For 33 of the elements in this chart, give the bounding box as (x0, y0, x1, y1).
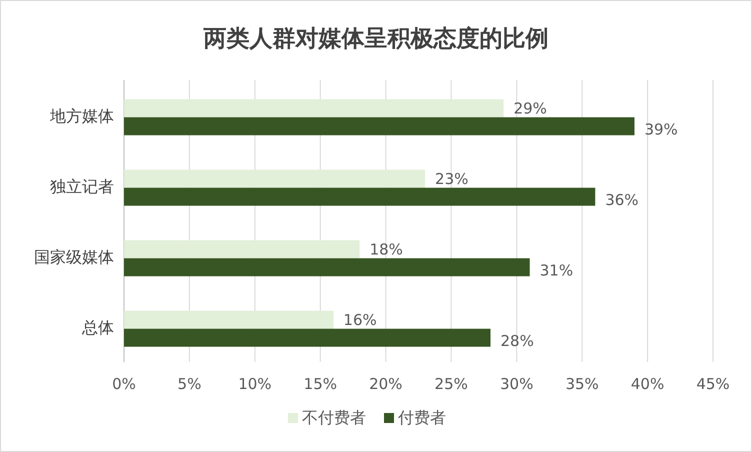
bar (124, 258, 530, 276)
data-label: 31% (540, 261, 574, 280)
data-label: 29% (514, 99, 547, 118)
y-tick-label: 国家级媒体 (34, 247, 114, 266)
legend-label: 不付费者 (302, 408, 366, 427)
x-tick-label: 10% (238, 375, 272, 393)
x-tick-label: 35% (565, 375, 599, 393)
data-label: 18% (370, 240, 403, 258)
bar (124, 240, 360, 258)
data-label: 28% (500, 332, 534, 350)
x-tick-label: 5% (178, 375, 202, 393)
bar (124, 99, 504, 118)
bar (124, 188, 596, 206)
data-label: 16% (343, 310, 377, 329)
legend-label: 付费者 (397, 408, 446, 427)
x-tick-label: 30% (500, 375, 534, 393)
bar (124, 310, 334, 329)
data-label: 39% (644, 120, 678, 138)
data-label: 36% (605, 190, 639, 209)
y-tick-label: 总体 (81, 318, 114, 337)
chart-title: 两类人群对媒体呈积极态度的比例 (202, 25, 548, 52)
x-tick-label: 25% (434, 375, 468, 393)
bar (124, 170, 426, 188)
x-tick-label: 15% (304, 375, 338, 393)
x-tick-label: 20% (369, 375, 402, 393)
x-tick-label: 40% (630, 375, 664, 393)
x-tick-label: 0% (112, 375, 136, 393)
y-tick-label: 独立记者 (50, 176, 114, 196)
y-tick-label: 地方媒体 (49, 106, 114, 126)
bar (124, 328, 490, 347)
bar (124, 117, 634, 136)
x-tick-label: 45% (696, 375, 730, 393)
data-label: 23% (435, 170, 468, 188)
